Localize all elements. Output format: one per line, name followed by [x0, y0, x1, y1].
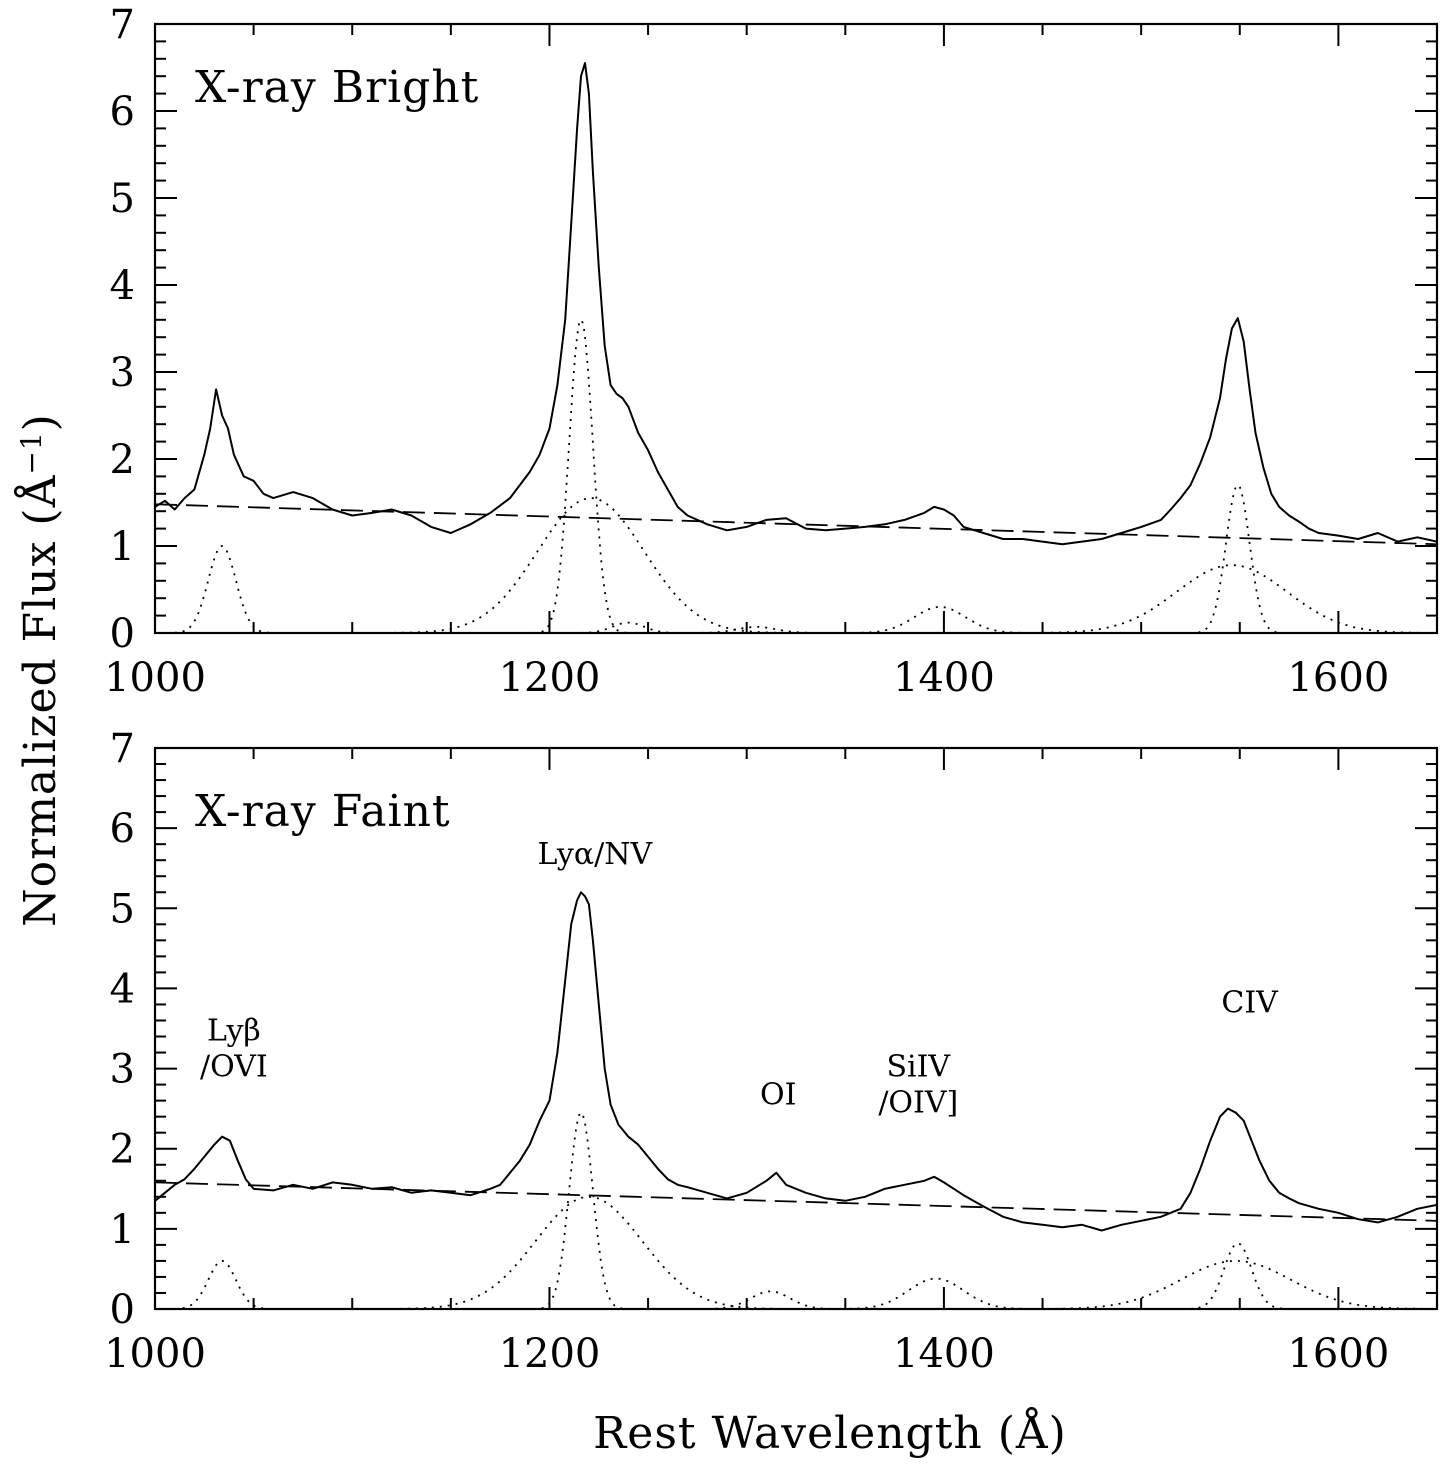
y-tick-label: 1	[110, 524, 135, 570]
x-tick-label: 1600	[1287, 655, 1389, 701]
y-tick-label: 3	[110, 1047, 135, 1093]
panel-x-ray-faint: 1000 1200 1400 1600 0 1 2 3 4 5 6 7 X-ray Faint Lyβ/O…	[104, 726, 1439, 1377]
gaussian-component	[533, 1111, 629, 1309]
y-tick-label: 6	[110, 806, 135, 852]
panel-title: X-ray Bright	[195, 62, 479, 113]
y-tick-label: 0	[110, 611, 135, 657]
gaussian-component	[375, 1195, 802, 1309]
observed-spectrum	[155, 891, 1437, 1232]
emission-line-label: /OVI	[200, 1050, 268, 1085]
observed-spectrum	[155, 62, 1437, 546]
gaussian-component	[533, 318, 629, 633]
y-tick-label: 0	[110, 1287, 135, 1333]
y-tick-label: 7	[110, 2, 135, 48]
gaussian-component	[1190, 484, 1286, 633]
x-tick-label: 1400	[893, 655, 995, 701]
gaussian-component	[837, 606, 1043, 633]
continuum-line	[155, 1181, 1437, 1222]
gaussian-component	[691, 1290, 850, 1309]
y-tick-label: 6	[110, 89, 135, 135]
y-axis-label-exponent: −1	[15, 431, 48, 474]
y-tick-label: 5	[110, 176, 135, 222]
gaussian-component	[1182, 1242, 1293, 1309]
gaussian-component	[825, 1277, 1047, 1309]
gaussian-component	[565, 621, 692, 633]
panel-x-ray-bright: 1000 1200 1400 1600 0 1 2 3 4 5 6 7 X-ray Bright	[104, 2, 1439, 701]
y-tick-label: 4	[110, 966, 135, 1012]
emission-line-label: /OIV]	[878, 1086, 958, 1121]
y-tick-label: 2	[110, 1127, 135, 1173]
x-tick-label: 1000	[104, 1331, 206, 1377]
x-tick-label: 1200	[499, 655, 601, 701]
gaussian-component	[1011, 564, 1437, 633]
x-tick-label: 1200	[499, 1331, 601, 1377]
y-tick-label: 5	[110, 886, 135, 932]
gaussian-component	[166, 545, 278, 633]
y-axis-label-close: )	[15, 413, 66, 431]
x-tick-label: 1600	[1287, 1331, 1389, 1377]
y-axis-label: Normalized Flux (Å−1)	[13, 413, 66, 927]
emission-line-label: OI	[760, 1078, 796, 1113]
emission-line-label: Lyβ	[207, 1014, 261, 1049]
plot-frame	[153, 22, 1439, 635]
y-tick-label: 7	[110, 726, 135, 772]
y-tick-label: 4	[110, 263, 135, 309]
emission-line-label: SiIV	[886, 1050, 951, 1085]
y-tick-label: 3	[110, 350, 135, 396]
emission-line-label: CIV	[1221, 985, 1279, 1020]
emission-line-label: Lyα/NV	[538, 837, 654, 872]
gaussian-component	[1014, 1260, 1437, 1309]
gaussian-component	[166, 1259, 278, 1309]
panel-title: X-ray Faint	[195, 786, 451, 837]
y-tick-label: 1	[110, 1207, 135, 1253]
x-tick-label: 1000	[104, 655, 206, 701]
y-tick-label: 2	[110, 437, 135, 483]
y-axis-label-main: Normalized Flux (Å	[13, 474, 66, 926]
x-tick-label: 1400	[893, 1331, 995, 1377]
x-axis-label: Rest Wavelength (Å)	[593, 1406, 1067, 1459]
